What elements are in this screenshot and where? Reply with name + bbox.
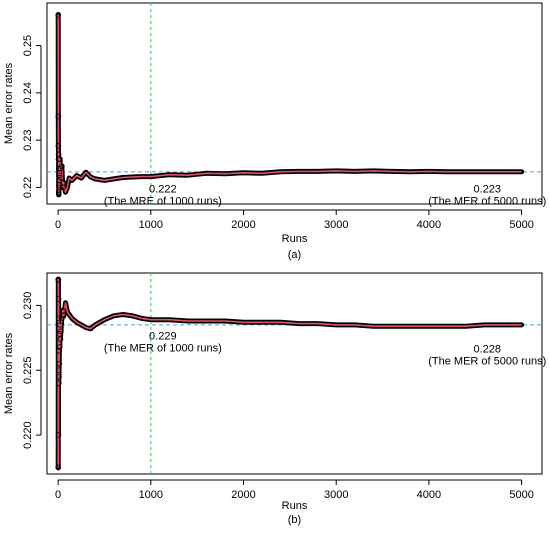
data-point	[56, 348, 62, 354]
data-point	[55, 464, 62, 471]
data-point	[59, 307, 66, 314]
data-point	[55, 191, 62, 198]
y-tick-label: 0.220	[22, 421, 34, 449]
x-tick-label: 5000	[509, 489, 533, 501]
data-point	[55, 432, 62, 438]
annotation-note: (The MRE of 1000 runs)	[104, 195, 222, 207]
chart-panel-a: 0 1000 2000 3000 4000 5000 0.22 0.23 0.24 0.25 Mea…	[3, 2, 546, 261]
series-point-band	[55, 12, 525, 197]
plot-frame	[46, 272, 543, 475]
data-point	[56, 344, 63, 350]
annotation-note: (The MER of 5000 runs)	[428, 355, 546, 367]
y-tick-label: 0.23	[22, 129, 34, 150]
x-tick-label: 2000	[231, 219, 255, 231]
annotation-note: (The MER of 1000 runs)	[104, 342, 222, 354]
annotation-value: 0.228	[473, 343, 501, 355]
x-axis-label: Runs	[282, 233, 308, 245]
data-point	[59, 163, 65, 169]
x-tick-label: 3000	[324, 219, 348, 231]
x-tick-label: 1000	[139, 489, 163, 501]
data-point	[55, 143, 62, 149]
plot-frame	[46, 2, 543, 205]
y-tick-label: 0.24	[22, 82, 34, 103]
data-point	[56, 373, 62, 380]
x-tick-label: 2000	[231, 489, 255, 501]
data-point	[55, 367, 62, 374]
data-point	[55, 276, 62, 283]
x-axis-label: Runs	[282, 500, 308, 512]
x-tick-label: 3000	[324, 489, 348, 501]
data-point	[55, 380, 62, 387]
data-point	[60, 312, 67, 319]
panel-label: (b)	[288, 514, 301, 526]
y-axis-label: Mean error rates	[3, 332, 15, 414]
data-point	[57, 322, 63, 328]
annotation-value: 0.222	[149, 183, 177, 195]
data-point	[56, 184, 63, 191]
data-point	[55, 296, 62, 302]
series-line	[57, 278, 522, 468]
chart-panel-b: 0 1000 2000 3000 4000 5000 0.220 0.225 0.230 Mean…	[3, 272, 546, 526]
data-point	[56, 315, 62, 322]
data-point	[55, 113, 62, 120]
y-tick-label: 0.25	[22, 35, 34, 56]
annotation-value: 0.223	[473, 183, 501, 195]
series-point-band	[55, 277, 525, 470]
x-tick-label: 0	[55, 219, 61, 231]
y-tick-label: 0.230	[22, 292, 34, 320]
x-tick-label: 5000	[509, 219, 533, 231]
annotation-note: (The MER of 5000 runs)	[428, 195, 546, 207]
data-point	[60, 179, 67, 186]
y-tick-label: 0.225	[22, 356, 34, 384]
y-axis-label: Mean error rates	[3, 62, 15, 144]
data-point	[57, 156, 63, 162]
x-tick-label: 4000	[417, 219, 441, 231]
y-tick-label: 0.22	[22, 177, 34, 198]
data-point	[55, 12, 62, 18]
x-tick-label: 1000	[139, 219, 163, 231]
series-line	[57, 14, 522, 196]
data-point	[56, 360, 63, 367]
x-tick-label: 4000	[417, 489, 441, 501]
annotation-value: 0.229	[149, 330, 177, 342]
data-point	[57, 336, 64, 342]
panel-label: (a)	[288, 249, 301, 261]
x-tick-label: 0	[55, 489, 61, 501]
data-point	[58, 175, 64, 181]
data-point	[58, 328, 64, 335]
